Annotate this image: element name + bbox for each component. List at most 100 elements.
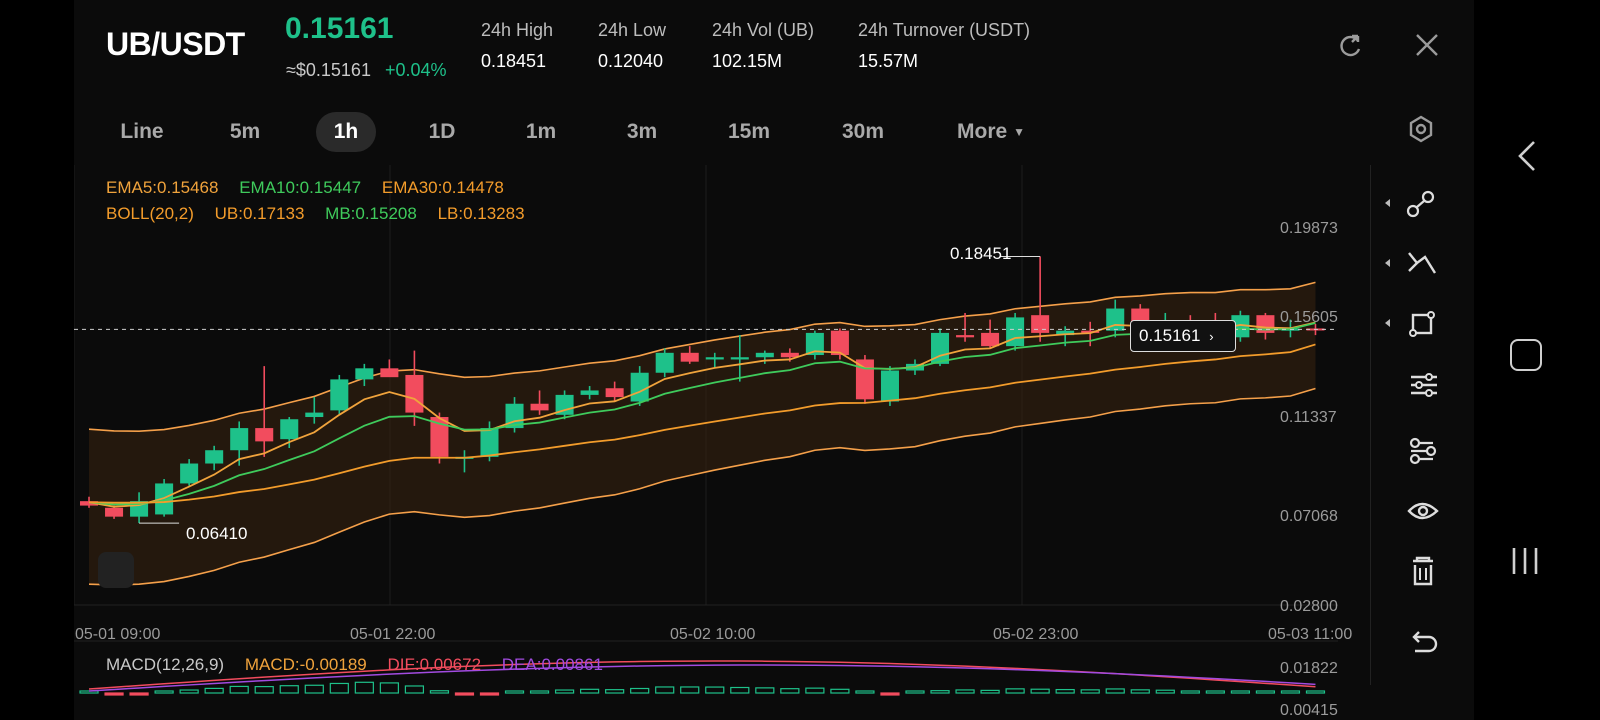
close-icon[interactable] — [1414, 32, 1440, 63]
macd-bar — [454, 692, 475, 696]
macd-bar — [1055, 688, 1075, 694]
tab-15m[interactable]: 15m — [727, 120, 771, 143]
macd-bar — [479, 692, 500, 696]
low-label: 0.06410 — [186, 524, 248, 543]
indicator-settings-icon[interactable] — [1383, 369, 1443, 401]
macd-bar — [605, 689, 625, 694]
refresh-icon[interactable] — [1336, 32, 1364, 65]
tab-1d[interactable]: 1D — [428, 120, 456, 143]
high-annotation: 0.18451 — [950, 244, 1011, 264]
stat-low: 24h Low 0.12040 — [598, 20, 666, 72]
exchange-logo-icon — [98, 552, 134, 588]
undo-icon[interactable] — [1383, 625, 1443, 657]
caret-down-icon: ▼ — [1013, 125, 1025, 139]
time-tick: 05-01 22:00 — [350, 626, 436, 643]
boll-upper-line — [88, 281, 1316, 432]
dif-value: DIF:0.00672 — [387, 655, 482, 674]
chevron-right-icon: › — [1209, 329, 1214, 344]
recents-icon[interactable] — [1510, 546, 1540, 581]
macd-bar — [1005, 688, 1025, 694]
boll-legend: BOLL(20,2) UB:0.17133 MB:0.15208 LB:0.13… — [106, 204, 525, 224]
macd-bar — [1155, 689, 1175, 694]
macd-bar — [1030, 688, 1050, 694]
macd-bar — [1305, 690, 1326, 694]
candle-body — [480, 428, 499, 457]
macd-bar — [680, 686, 700, 694]
candle-body — [780, 352, 799, 358]
stat-turnover: 24h Turnover (USDT) 15.57M — [858, 20, 1030, 72]
candle-body — [80, 501, 99, 506]
price-tick: 0.02800 — [1280, 598, 1338, 615]
price-tick: 0.19873 — [1280, 220, 1338, 237]
candle-body — [280, 419, 299, 440]
macd-tick: 0.00415 — [1280, 702, 1338, 719]
back-arrow-icon[interactable] — [1512, 138, 1540, 179]
stat-label: 24h High — [481, 20, 554, 40]
candle-body — [630, 372, 649, 402]
candle-body — [680, 352, 699, 362]
macd-bar — [630, 687, 650, 694]
macd-bar — [705, 686, 725, 694]
macd-tick: 0.01822 — [1280, 660, 1338, 677]
settings-icon[interactable] — [1406, 114, 1436, 149]
tab-5m[interactable]: 5m — [229, 120, 261, 143]
layers-tool-icon[interactable] — [1383, 435, 1443, 467]
macd-bar — [104, 692, 124, 696]
stat-value: 102.15M — [712, 51, 783, 71]
candle-body — [205, 450, 224, 464]
boll-band — [88, 281, 1316, 586]
tab-1m[interactable]: 1m — [525, 120, 557, 143]
tab-more-label: More — [957, 120, 1008, 143]
ray-tool-icon[interactable] — [1383, 247, 1443, 279]
macd-bar — [1255, 690, 1276, 694]
candle-body — [705, 357, 724, 360]
dea-value: DEA:0.00861 — [501, 655, 603, 674]
tab-line[interactable]: Line — [120, 120, 164, 143]
macd-bar — [755, 687, 775, 694]
candle-body — [355, 368, 374, 380]
candle-body — [1006, 317, 1025, 347]
drawing-toolbar — [1370, 165, 1461, 685]
ema30-value: EMA30:0.14478 — [381, 178, 504, 197]
shape-tool-icon[interactable] — [1383, 307, 1443, 339]
price-tick: 0.15605 — [1280, 309, 1338, 326]
ema10-line — [88, 322, 1316, 506]
tab-30m[interactable]: 30m — [841, 120, 885, 143]
candle-body — [380, 368, 399, 378]
candle-body — [855, 359, 874, 400]
macd-bar — [1280, 690, 1301, 694]
candle-body — [255, 428, 274, 442]
usd-price: ≈$0.15161 — [286, 60, 371, 80]
macd-bar — [880, 692, 900, 696]
home-icon[interactable] — [1510, 339, 1542, 371]
macd-bar — [154, 690, 174, 694]
candle-body — [805, 332, 824, 356]
eye-icon[interactable] — [1383, 495, 1443, 527]
time-tick: 05-03 11:00 — [1268, 626, 1353, 643]
macd-title: MACD(12,26,9) — [106, 655, 225, 674]
macd-bar — [504, 690, 525, 694]
tab-more[interactable]: More ▼ — [950, 112, 1032, 152]
trendline-tool-icon[interactable] — [1383, 187, 1443, 219]
macd-bar — [980, 689, 1000, 694]
dea-line — [88, 664, 1316, 692]
tab-1h[interactable]: 1h — [316, 112, 376, 152]
macd-bar — [279, 685, 299, 694]
last-price-label: 0.15161 — [1139, 326, 1201, 345]
stat-label: 24h Low — [598, 20, 667, 40]
tab-3m[interactable]: 3m — [626, 120, 658, 143]
ema5-line — [88, 321, 1316, 508]
kline-chart[interactable] — [74, 165, 1454, 720]
macd-bar — [780, 688, 800, 694]
trash-icon[interactable] — [1383, 555, 1443, 587]
macd-bar — [229, 685, 249, 694]
macd-bar — [254, 686, 274, 694]
candle-body — [180, 463, 199, 484]
ema5-value: EMA5:0.15468 — [106, 178, 219, 197]
macd-bar — [955, 689, 975, 694]
macd-bar — [179, 689, 199, 694]
last-price-tag[interactable]: 0.15161 › — [1130, 320, 1236, 352]
candle-body — [880, 370, 899, 402]
macd-bar — [404, 685, 425, 694]
ema30-line — [89, 343, 1316, 504]
